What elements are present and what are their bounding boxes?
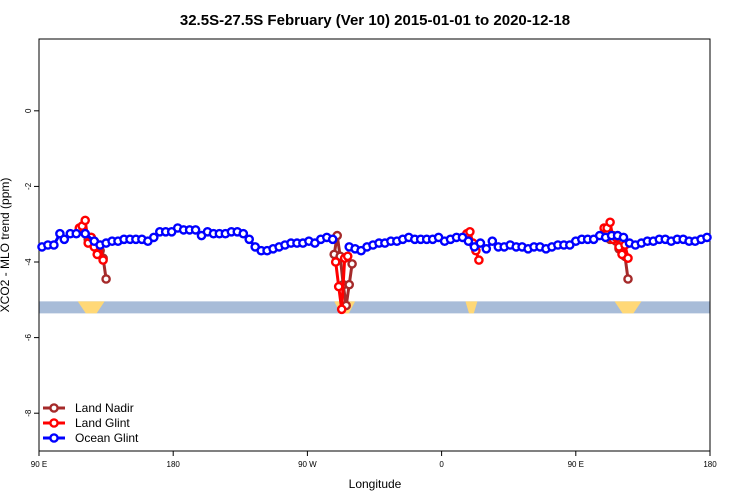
data-point xyxy=(190,225,201,235)
legend-item-ocean-glint: Ocean Glint xyxy=(43,431,139,445)
legend-swatch-marker xyxy=(49,403,59,413)
data-point xyxy=(475,238,486,248)
data-point xyxy=(702,232,712,243)
y-tick-label: -2 xyxy=(24,182,33,190)
data-point xyxy=(481,243,492,254)
data-point xyxy=(238,228,249,239)
series-land-nadir xyxy=(83,228,633,311)
y-axis-label: XCO2 - MLO trend (ppm) xyxy=(0,178,12,313)
data-point xyxy=(330,257,341,267)
legend-swatch-marker xyxy=(49,433,59,443)
data-point xyxy=(623,274,633,284)
x-tick-label: 90 E xyxy=(568,460,584,469)
y-tick-label: -6 xyxy=(24,334,33,342)
x-tick-label: 0 xyxy=(439,460,444,469)
y-tick-label: -8 xyxy=(24,409,33,417)
x-tick-label: 90 W xyxy=(298,460,317,469)
legend-label: Land Nadir xyxy=(75,401,134,415)
data-point xyxy=(347,259,357,269)
land-mask-segment xyxy=(465,301,478,314)
data-point xyxy=(49,240,59,250)
data-point xyxy=(59,234,70,245)
x-tick-label: 90 E xyxy=(31,460,47,469)
legend-item-land-nadir: Land Nadir xyxy=(43,401,134,415)
legend-swatch-marker xyxy=(49,418,59,428)
y-tick-label: 0 xyxy=(24,108,33,113)
data-point xyxy=(98,255,108,265)
data-point xyxy=(80,228,90,239)
legend-item-land-glint: Land Glint xyxy=(43,416,130,430)
data-point xyxy=(327,234,338,245)
data-point xyxy=(463,236,474,246)
data-point xyxy=(344,279,355,290)
y-tick-label: -4 xyxy=(24,258,33,266)
series-layer xyxy=(37,215,712,315)
land-ocean-mask xyxy=(39,301,710,314)
data-point xyxy=(342,251,353,262)
series-ocean-glint xyxy=(37,223,712,256)
data-point xyxy=(80,215,90,226)
legend-label: Land Glint xyxy=(75,416,130,430)
x-axis: 90 E 180 90 W 0 90 E 180 xyxy=(31,451,717,469)
data-point xyxy=(333,281,344,292)
data-point xyxy=(92,249,102,260)
legend-label: Ocean Glint xyxy=(75,431,139,445)
land-mask-segment xyxy=(77,301,105,314)
x-axis-label: Longitude xyxy=(349,477,402,491)
chart-title: 32.5S-27.5S February (Ver 10) 2015-01-01… xyxy=(180,12,570,29)
data-point xyxy=(487,236,498,246)
land-mask-segment xyxy=(614,301,642,314)
data-point xyxy=(623,253,633,264)
data-point xyxy=(336,304,347,315)
data-point xyxy=(101,274,111,284)
ocean-mask-band xyxy=(39,301,710,314)
data-point xyxy=(618,232,629,243)
data-point xyxy=(148,232,159,243)
data-point xyxy=(244,234,254,245)
data-point xyxy=(465,226,475,237)
data-point xyxy=(474,255,484,265)
data-point xyxy=(605,217,615,228)
x-tick-label: 180 xyxy=(167,460,181,469)
data-point xyxy=(71,228,82,239)
y-axis: 0 -2 -4 -6 -8 xyxy=(24,108,39,417)
x-tick-label: 180 xyxy=(703,460,717,469)
